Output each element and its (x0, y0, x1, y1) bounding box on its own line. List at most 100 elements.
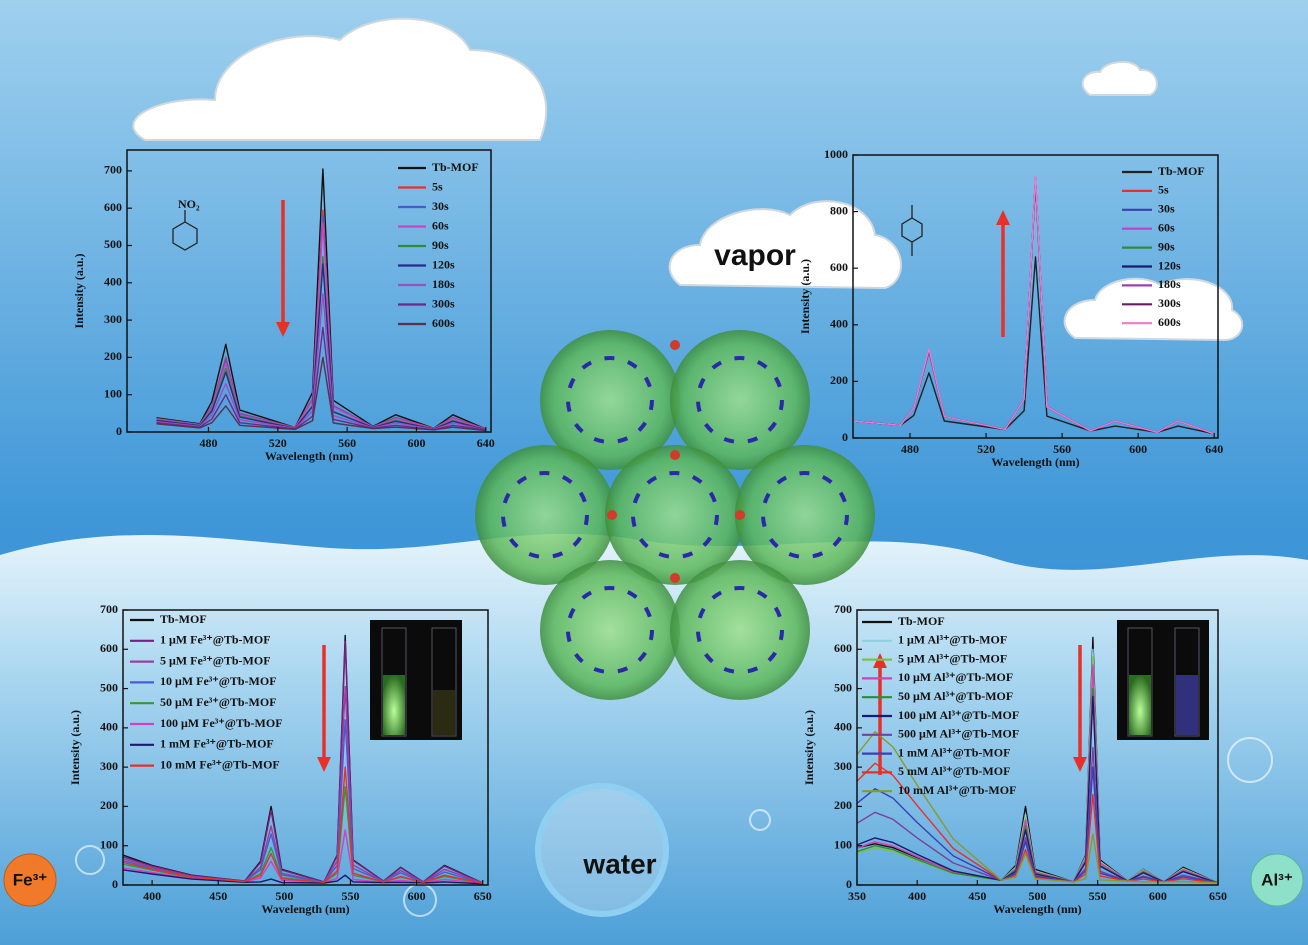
axes-frame (852, 154, 1219, 439)
legend-label: 90s (1158, 239, 1175, 253)
y-axis-label: Intensity (a.u.) (72, 253, 86, 328)
legend-label: 60s (432, 218, 449, 232)
legend-label: 10 μM Fe³⁺@Tb-MOF (160, 674, 277, 688)
y-tick-label: 300 (834, 759, 852, 773)
legend-label: 100 μM Al³⁺@Tb-MOF (898, 708, 1019, 722)
legend-label: 180s (1158, 277, 1181, 291)
legend-label: 180s (432, 277, 455, 291)
spectrum-line (857, 695, 1218, 884)
water-label: water (582, 848, 656, 879)
chart: 0 200 400 600 800 1000 480 520 560 600 640 Waveleng… (798, 147, 1223, 469)
y-tick-label: 300 (100, 759, 118, 773)
y-tick-label: 0 (846, 877, 852, 891)
spectrum-line (853, 256, 1215, 435)
y-tick-label: 400 (100, 720, 118, 734)
legend-label: 5 μM Al³⁺@Tb-MOF (898, 651, 1007, 665)
legend-label: 5 mM Al³⁺@Tb-MOF (898, 764, 1010, 778)
legend-label: 30s (1158, 202, 1175, 216)
x-tick-label: 560 (1053, 442, 1071, 456)
y-tick-label: 1000 (824, 147, 848, 161)
x-tick-label: 600 (407, 436, 425, 450)
x-tick-label: 450 (209, 889, 227, 903)
x-tick-label: 600 (408, 889, 426, 903)
y-tick-label: 400 (104, 275, 122, 289)
axes-frame (122, 609, 489, 886)
legend-label: 5 μM Fe³⁺@Tb-MOF (160, 653, 271, 667)
legend-label: 50 μM Al³⁺@Tb-MOF (898, 689, 1013, 703)
legend-label: 5s (432, 179, 443, 193)
x-tick-label: 550 (1089, 889, 1107, 903)
al-label: Al³⁺ (1261, 870, 1293, 889)
x-tick-label: 500 (275, 889, 293, 903)
y-tick-label: 200 (100, 798, 118, 812)
legend-label: 300s (432, 296, 455, 310)
spectrum-line (123, 766, 483, 885)
molecule-label: NO₂ (178, 197, 200, 211)
x-tick-label: 520 (977, 442, 995, 456)
y-axis-label: Intensity (a.u.) (802, 710, 816, 785)
x-tick-label: 560 (338, 436, 356, 450)
legend-label: Tb-MOF (898, 614, 945, 628)
x-tick-label: 480 (901, 442, 919, 456)
y-tick-label: 500 (104, 237, 122, 251)
y-tick-label: 200 (834, 798, 852, 812)
y-tick-label: 0 (116, 424, 122, 438)
chart: 0 100 200 300 400 500 600 700 480 520 560 600 640 Wav… (72, 149, 495, 463)
spectrum-line (156, 356, 486, 432)
legend-label: Tb-MOF (1158, 164, 1205, 178)
x-tick-label: 400 (908, 889, 926, 903)
legend-label: 1 μM Fe³⁺@Tb-MOF (160, 633, 271, 647)
legend-label: 600s (1158, 315, 1181, 329)
legend-label: 50 μM Fe³⁺@Tb-MOF (160, 695, 277, 709)
legend-label: Tb-MOF (160, 612, 207, 626)
y-tick-label: 700 (834, 602, 852, 616)
legend-label: 10 μM Al³⁺@Tb-MOF (898, 670, 1013, 684)
spectrum-line (857, 766, 1218, 884)
legend-label: Tb-MOF (432, 160, 479, 174)
mof-structure (475, 330, 875, 700)
y-tick-label: 700 (104, 163, 122, 177)
y-tick-label: 400 (834, 720, 852, 734)
vapor-label: vapor (714, 239, 796, 272)
molecules (172, 205, 923, 256)
legend-label: 120s (1158, 258, 1181, 272)
water-bubble (535, 783, 669, 917)
y-tick-label: 600 (830, 260, 848, 274)
y-axis-label: Intensity (a.u.) (798, 259, 812, 334)
cuvette-photos (370, 620, 1209, 740)
legend-label: 1 mM Fe³⁺@Tb-MOF (160, 737, 274, 751)
y-tick-label: 600 (100, 641, 118, 655)
x-tick-label: 350 (848, 889, 866, 903)
legend-label: 5s (1158, 183, 1169, 197)
spectrum-line (857, 731, 1218, 884)
x-axis-label: Wavelength (nm) (265, 449, 353, 463)
x-axis-label: Wavelength (nm) (993, 902, 1081, 916)
y-tick-label: 200 (830, 373, 848, 387)
spectrum-line (156, 293, 486, 431)
x-axis-label: Wavelength (nm) (261, 902, 349, 916)
spectrum-line (853, 175, 1215, 435)
legend-label: 30s (432, 199, 449, 213)
legend-label: 300s (1158, 296, 1181, 310)
plot-area (857, 636, 1218, 884)
y-tick-label: 100 (834, 837, 852, 851)
y-tick-label: 600 (104, 200, 122, 214)
x-tick-label: 450 (968, 889, 986, 903)
fe-label: Fe³⁺ (13, 870, 48, 889)
x-axis-label: Wavelength (nm) (991, 455, 1079, 469)
legend-label: 90s (432, 238, 449, 252)
y-tick-label: 300 (104, 312, 122, 326)
x-tick-label: 400 (143, 889, 161, 903)
x-tick-label: 520 (269, 436, 287, 450)
legend-label: 500 μM Al³⁺@Tb-MOF (898, 727, 1019, 741)
y-tick-label: 400 (830, 317, 848, 331)
legend-label: 1 μM Al³⁺@Tb-MOF (898, 633, 1007, 647)
x-tick-label: 650 (474, 889, 492, 903)
y-tick-label: 500 (834, 680, 852, 694)
y-tick-label: 100 (100, 837, 118, 851)
plot-area (156, 168, 487, 432)
x-tick-label: 600 (1129, 442, 1147, 456)
